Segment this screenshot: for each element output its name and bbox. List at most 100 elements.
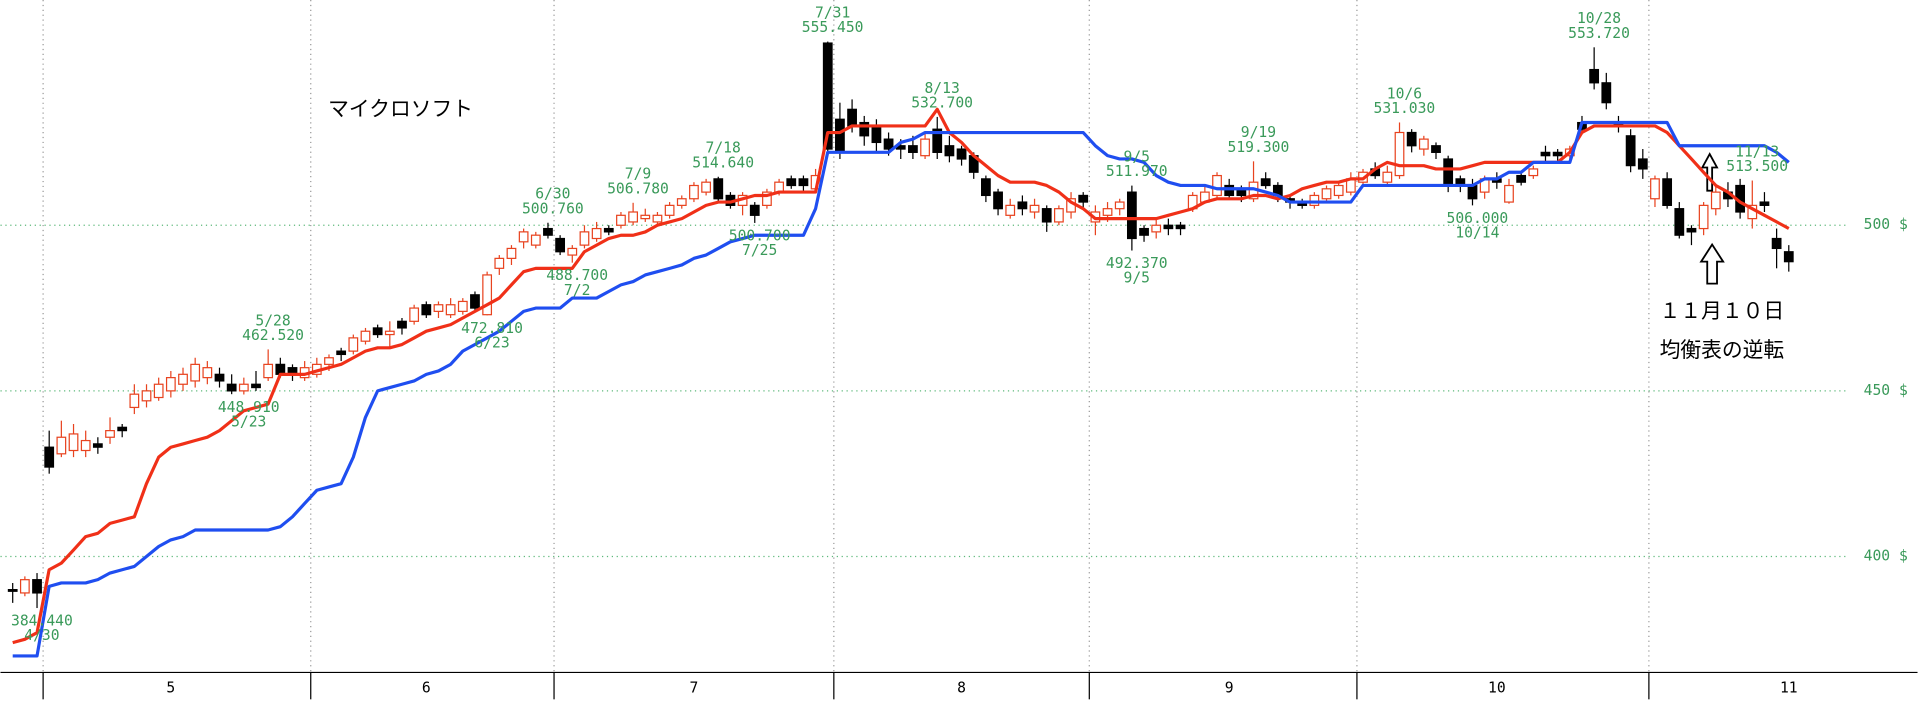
- x-tick-label: 8: [957, 679, 966, 696]
- candle-body: [1783, 251, 1794, 263]
- candle-body: [1418, 138, 1429, 150]
- annotation-date: 5/23: [231, 414, 266, 431]
- candle-body: [579, 231, 590, 246]
- annotation-value: 492.370: [1106, 255, 1168, 272]
- annotation-date: 5/28: [255, 312, 290, 329]
- annotation-value: 532.700: [911, 94, 973, 111]
- candle-body: [336, 350, 347, 356]
- candle-body: [178, 373, 188, 385]
- annotation-date: 7/9: [625, 166, 651, 183]
- candle-body: [1053, 208, 1064, 223]
- candle-body: [1382, 171, 1393, 183]
- candle-body: [1443, 158, 1454, 187]
- candle-body: [1321, 188, 1332, 200]
- candle-body: [153, 383, 164, 399]
- candle-body: [1552, 151, 1563, 157]
- candle-body: [238, 383, 249, 392]
- candle-body: [555, 237, 566, 253]
- candle-body: [835, 118, 845, 153]
- candle-body: [993, 191, 1003, 210]
- annotation-date: 9/5: [1124, 270, 1150, 287]
- candle-body: [372, 327, 383, 336]
- candle-body: [1309, 194, 1320, 206]
- annotation-value: 462.520: [242, 327, 304, 344]
- candle-body: [1601, 82, 1612, 104]
- candle-body: [1102, 208, 1113, 216]
- note: １１月１０日: [1660, 299, 1785, 323]
- candle-body: [482, 274, 493, 316]
- annotation-value: 500.700: [729, 227, 791, 244]
- annotation-date: 7/2: [564, 282, 590, 299]
- candle-body: [397, 320, 407, 329]
- annotation-value: 384.440: [11, 612, 73, 629]
- candle-body: [847, 108, 857, 127]
- candle-body: [1625, 135, 1636, 167]
- candle-body: [871, 125, 882, 144]
- annotation-date: 7/25: [742, 242, 777, 259]
- candle-body: [409, 307, 420, 322]
- candle-body: [7, 589, 18, 592]
- annotation-value: 519.300: [1228, 139, 1290, 156]
- candle-body: [68, 433, 79, 452]
- candle-body: [676, 198, 687, 206]
- arrow: [1699, 242, 1725, 285]
- candle-body: [701, 181, 711, 193]
- indicator-line: [12, 120, 1790, 658]
- annotation-value: 531.030: [1374, 100, 1436, 117]
- candle-body: [689, 184, 699, 200]
- x-tick-label: 11: [1780, 679, 1798, 696]
- annotation-value: 506.780: [607, 180, 669, 197]
- annotation-date: 8/13: [924, 80, 959, 97]
- x-tick-label: 5: [166, 679, 175, 696]
- candle-body: [956, 148, 967, 160]
- x-tick-label: 7: [690, 679, 699, 696]
- candle-body: [32, 579, 42, 594]
- candle-body: [117, 426, 128, 432]
- annotation-date: 7/31: [815, 4, 850, 21]
- x-tick-label: 10: [1488, 679, 1506, 696]
- annotation-value: 448.910: [218, 399, 280, 416]
- candle-body: [883, 138, 894, 150]
- annotation-date: 7/18: [706, 140, 741, 157]
- candle-body: [457, 300, 468, 312]
- candle-body: [713, 178, 724, 200]
- candle-body: [1771, 237, 1782, 250]
- x-tick-label: 6: [422, 679, 431, 696]
- candle-body: [202, 367, 213, 379]
- candle-body: [1333, 184, 1344, 197]
- candle-body: [1041, 208, 1052, 223]
- candle-body: [360, 330, 371, 342]
- note: 均衡表の逆転: [1660, 338, 1785, 362]
- candle-body: [749, 204, 760, 216]
- candle-body: [1710, 191, 1721, 210]
- candle-body: [214, 373, 225, 382]
- candle-body: [226, 383, 237, 392]
- candle-body: [1674, 208, 1685, 236]
- candle-body: [129, 393, 140, 409]
- candle-body: [591, 227, 602, 240]
- candle-body: [640, 214, 651, 220]
- candle-body: [433, 304, 444, 312]
- annotation-value: 513.500: [1726, 158, 1788, 175]
- candle-body: [348, 337, 359, 352]
- candle-body: [798, 178, 809, 187]
- candle-body: [263, 363, 274, 379]
- candle-body: [920, 138, 930, 157]
- candle-body: [190, 363, 201, 382]
- candle-body: [1662, 178, 1673, 206]
- candle-body: [1650, 178, 1660, 200]
- candle-body: [822, 42, 833, 150]
- candle-body: [44, 446, 55, 468]
- candle-body: [1017, 201, 1028, 210]
- annotation-date: 6/30: [535, 186, 570, 203]
- candle-body: [1151, 224, 1162, 233]
- candle-body: [92, 443, 103, 448]
- candle-body: [1759, 201, 1770, 206]
- candle-body: [470, 294, 480, 309]
- candle-body: [1126, 191, 1137, 240]
- candle-body: [628, 211, 639, 223]
- annotation-date: 10/14: [1455, 224, 1499, 241]
- annotation-value: 555.450: [802, 19, 864, 36]
- candle-body: [1698, 204, 1709, 230]
